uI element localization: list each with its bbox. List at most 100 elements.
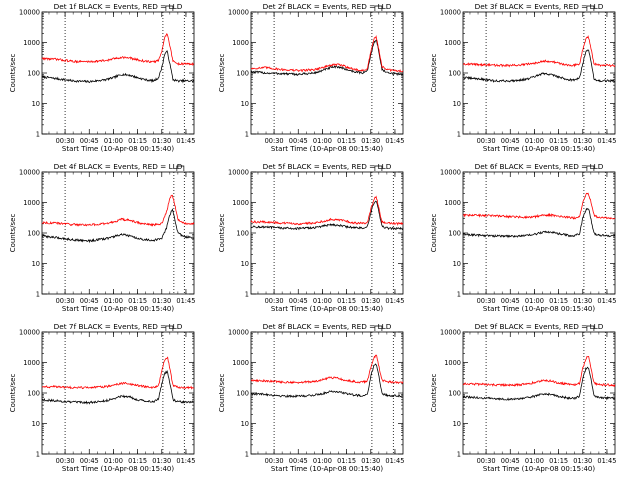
interval-bracket (176, 165, 185, 171)
panel-title: Det 7f BLACK = Events, RED = LLD (54, 322, 183, 331)
interval-bracket (165, 5, 174, 11)
x-tick-label: 00:45 (501, 297, 520, 305)
x-tick-label: 00:45 (289, 457, 308, 465)
x-tick-label: 01:15 (337, 137, 356, 145)
y-tick-label: 1 (36, 291, 40, 299)
y-tick-label: 100 (27, 230, 40, 238)
y-tick-label: 100 (27, 70, 40, 78)
y-tick-label: 1000 (444, 199, 461, 207)
x-tick-label: 01:30 (361, 137, 380, 145)
events-series-line (41, 369, 194, 405)
x-tick-label: 01:45 (385, 457, 404, 465)
y-tick-label: 10 (453, 260, 461, 268)
x-tick-label: 01:15 (549, 457, 568, 465)
y-axis-label: Counts/sec (218, 374, 226, 413)
y-axis-label: Counts/sec (430, 214, 438, 253)
y-tick-label: 1000 (23, 39, 40, 47)
y-tick-label: 100 (236, 70, 249, 78)
x-tick-label: 01:30 (152, 297, 171, 305)
lld-series-line (250, 34, 404, 73)
y-tick-label: 100 (448, 230, 461, 238)
interval-bracket (374, 165, 383, 171)
x-axis-label: Start Time (10-Apr-08 00:15:40) (62, 145, 174, 153)
y-tick-label: 100 (448, 390, 461, 398)
detector-panel-3: Det 3f BLACK = Events, RED = LLD 1 10 100 10… (430, 2, 616, 153)
x-tick-label: 01:15 (337, 457, 356, 465)
y-tick-label: 10 (241, 100, 249, 108)
x-tick-label: 01:00 (104, 137, 123, 145)
y-tick-label: 10000 (228, 169, 249, 177)
y-tick-label: 1 (245, 451, 249, 459)
x-tick-label: 00:30 (56, 457, 75, 465)
lld-series-line (250, 354, 404, 385)
y-tick-label: 10000 (440, 9, 461, 17)
panel-title: Det 9f BLACK = Events, RED = LLD (475, 322, 604, 331)
x-tick-label: 01:15 (128, 457, 147, 465)
x-tick-label: 00:30 (477, 137, 496, 145)
lld-series-line (462, 192, 616, 220)
detector-panel-4: Det 4f BLACK = Events, RED = LLD 1 10 100 10… (9, 162, 195, 313)
x-axis-label: Start Time (10-Apr-08 00:15:40) (271, 305, 383, 313)
x-tick-label: 01:00 (313, 457, 332, 465)
x-tick-label: 00:45 (80, 137, 99, 145)
x-tick-label: 01:00 (525, 137, 544, 145)
x-tick-label: 00:30 (477, 457, 496, 465)
x-tick-label: 01:15 (128, 137, 147, 145)
x-axis-label: Start Time (10-Apr-08 00:15:40) (483, 145, 595, 153)
interval-bracket (586, 325, 595, 331)
x-tick-label: 01:30 (573, 297, 592, 305)
y-tick-label: 10000 (19, 329, 40, 337)
y-tick-label: 10 (241, 420, 249, 428)
lld-series-line (462, 356, 616, 388)
x-tick-label: 01:45 (385, 297, 404, 305)
x-tick-label: 00:45 (80, 457, 99, 465)
events-series-line (41, 50, 195, 84)
interval-bracket (586, 165, 595, 171)
y-tick-label: 1 (36, 131, 40, 139)
x-tick-label: 01:45 (597, 137, 616, 145)
y-tick-label: 10 (241, 260, 249, 268)
detector-panel-1: Det 1f BLACK = Events, RED = LLD 1 10 100 10… (9, 2, 195, 153)
x-tick-label: 00:45 (501, 457, 520, 465)
x-tick-label: 00:45 (289, 297, 308, 305)
x-tick-label: 01:45 (176, 297, 195, 305)
panel-title: Det 4f BLACK = Events, RED = LLD (54, 162, 183, 171)
detector-panel-5: Det 5f BLACK = Events, RED = LLD 1 10 100 10… (218, 162, 404, 313)
y-tick-label: 1 (245, 131, 249, 139)
x-axis-label: Start Time (10-Apr-08 00:15:40) (483, 465, 595, 473)
y-tick-label: 1 (457, 131, 461, 139)
x-axis-label: Start Time (10-Apr-08 00:15:40) (271, 465, 383, 473)
detector-panel-8: Det 8f BLACK = Events, RED = LLD 1 10 100 10… (218, 322, 404, 473)
panel-title: Det 3f BLACK = Events, RED = LLD (475, 2, 604, 11)
lld-series-line (41, 194, 195, 227)
x-tick-label: 01:45 (597, 297, 616, 305)
x-tick-label: 01:30 (573, 457, 592, 465)
x-tick-label: 01:00 (313, 137, 332, 145)
y-tick-label: 10000 (228, 9, 249, 17)
y-tick-label: 1 (457, 291, 461, 299)
y-axis-label: Counts/sec (218, 214, 226, 253)
x-tick-label: 01:30 (152, 137, 171, 145)
lld-series-line (41, 356, 195, 390)
x-axis-label: Start Time (10-Apr-08 00:15:40) (62, 305, 174, 313)
x-tick-label: 01:15 (128, 297, 147, 305)
y-tick-label: 10000 (19, 9, 40, 17)
events-series-line (41, 208, 195, 244)
x-axis-label: Start Time (10-Apr-08 00:15:40) (483, 305, 595, 313)
y-tick-label: 10 (453, 100, 461, 108)
x-tick-label: 01:45 (176, 137, 195, 145)
x-tick-label: 01:45 (597, 457, 616, 465)
detector-panel-2: Det 2f BLACK = Events, RED = LLD 1 10 100 10… (218, 2, 404, 153)
x-tick-label: 01:30 (573, 137, 592, 145)
interval-bracket (165, 325, 174, 331)
x-tick-label: 01:15 (337, 297, 356, 305)
y-axis-label: Counts/sec (9, 54, 17, 93)
x-tick-label: 00:30 (56, 297, 75, 305)
x-tick-label: 00:30 (265, 297, 284, 305)
x-tick-label: 00:30 (265, 137, 284, 145)
x-tick-label: 01:30 (361, 297, 380, 305)
y-tick-label: 100 (236, 230, 249, 238)
y-tick-label: 10 (32, 420, 40, 428)
y-tick-label: 1 (36, 451, 40, 459)
